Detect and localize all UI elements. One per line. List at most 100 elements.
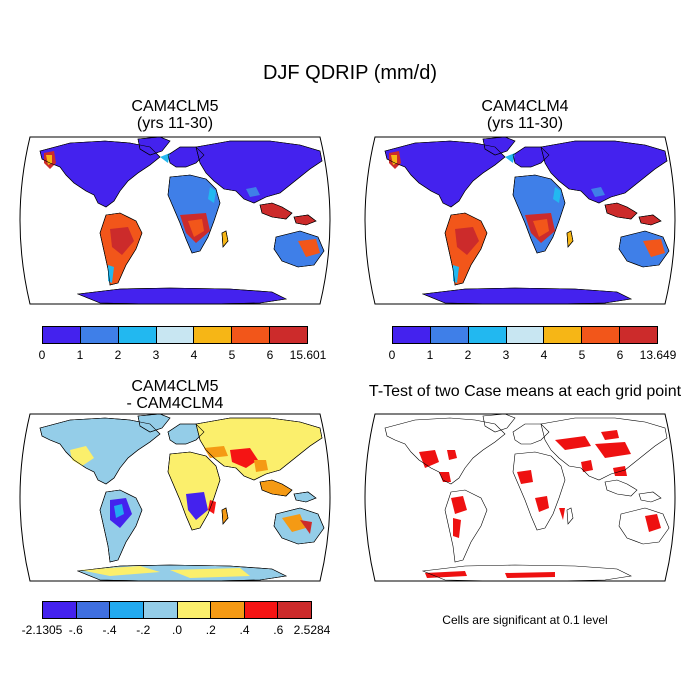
continent-africa [167, 451, 221, 531]
colorbar-swatch [468, 327, 507, 343]
colorbar-swatch [118, 327, 157, 343]
colorbar-tick-label: .6 [273, 623, 284, 637]
significant-cell [517, 470, 533, 484]
coastline-asia [540, 140, 668, 204]
colorbar-tick-label: 1 [426, 348, 434, 362]
field-region [240, 424, 280, 436]
colorbar-swatch [393, 327, 431, 343]
colorbar-swatch [143, 602, 178, 618]
field-region [208, 500, 216, 514]
field-region [453, 265, 459, 283]
colorbar-tick-label: 5 [228, 348, 236, 362]
significant-cell [447, 450, 457, 460]
coastline-madagascar [221, 507, 229, 525]
colorbar-ticks-difference: -2.1305 -.6 -.4 -.2 .0 .2 .4 .6 2.5284 [22, 623, 331, 639]
colorbar-tick-label: 1 [76, 348, 84, 362]
field-region [246, 187, 260, 197]
field-region [391, 155, 397, 165]
map-difference [19, 413, 331, 582]
coastline-newGuinea [638, 214, 662, 226]
field-region [254, 460, 268, 472]
coastline-madagascar [221, 230, 229, 248]
colorbar-tick-label: 4 [540, 348, 548, 362]
panel-title-line2: (yrs 11-30) [136, 115, 214, 132]
significant-cell [453, 518, 461, 538]
colorbar-swatch [430, 327, 469, 343]
coastline-europe [167, 423, 205, 445]
field-region [300, 520, 312, 534]
map-border [19, 413, 331, 582]
field-region [114, 504, 124, 518]
field-region [230, 448, 258, 468]
coastline-africa [512, 451, 566, 531]
coastline-madagascar [566, 230, 574, 248]
significant-cell [601, 430, 619, 440]
colorbar-swatch [76, 602, 111, 618]
field-region [188, 219, 204, 237]
coastline-newGuinea [293, 214, 317, 226]
coastline-australia [273, 230, 325, 268]
coastline-maritime [259, 479, 293, 497]
colorbar-swatch [270, 327, 308, 343]
colorbar-tick-label: 2 [464, 348, 472, 362]
colorbar-tick-label: .0 [171, 623, 183, 637]
significant-cell [419, 450, 439, 468]
panel-title-line1: CAM4CLM5 [131, 98, 219, 115]
colorbar-tick-label: -.6 [68, 623, 83, 637]
coastline-greenland [482, 137, 516, 156]
colorbar-tick-label: 0 [38, 348, 46, 362]
map-cam4clm5 [19, 136, 331, 305]
field-region [208, 187, 216, 203]
colorbar-swatch [194, 327, 233, 343]
coastline-southAmerica [444, 212, 488, 286]
panel-title-line1: T-Test of two Case means at each grid po… [368, 383, 682, 400]
colorbar-swatch [244, 602, 279, 618]
field-region [282, 514, 306, 532]
field-region [80, 566, 160, 576]
map-cam4clm4 [364, 136, 676, 305]
colorbar-tick-label: 3 [502, 348, 510, 362]
significant-cell [555, 436, 591, 450]
coastline-madagascar [566, 507, 574, 525]
significance-note: Cells are significant at 0.1 level [442, 613, 608, 627]
colorbar-tick-label: 6 [266, 348, 274, 362]
colorbar-tick-label: .2 [205, 623, 216, 637]
field-region [108, 265, 114, 283]
colorbar-ticks-cam4clm5: 0 1 2 3 4 5 6 15.601 [38, 348, 327, 364]
coastline-europe [512, 146, 550, 168]
coastline-australia [618, 230, 670, 268]
coastline-asia [195, 140, 323, 204]
colorbar-cam4clm5 [42, 326, 308, 344]
colorbar-tick-label: 15.601 [289, 348, 327, 362]
significant-cell [559, 508, 565, 520]
field-region [455, 227, 479, 255]
colorbar-tick-label: 2.5284 [293, 623, 331, 637]
coastline-africa [167, 174, 221, 254]
panel-title-line2: - CAM4CLM4 [126, 395, 224, 412]
significant-cell [535, 496, 549, 512]
significant-cell [645, 514, 661, 532]
coastline-southAmerica [99, 489, 143, 563]
field-region [591, 187, 605, 197]
coastline-newGuinea [293, 491, 317, 503]
panel-title-line2: (yrs 11-30) [486, 115, 564, 132]
coastline-greenland [137, 414, 171, 433]
panel-title-cam4clm4: CAM4CLM4 (yrs 11-30) [350, 98, 700, 132]
colorbar-swatch [211, 602, 245, 618]
coastline-northAmerica [384, 417, 506, 485]
colorbar-swatch [582, 327, 621, 343]
significant-cell [505, 572, 555, 578]
panel-title-difference: CAM4CLM5 - CAM4CLM4 [0, 378, 350, 412]
coastline-asia [195, 417, 323, 481]
colorbar-tick-label: -.2 [136, 623, 151, 637]
continent-northAmerica [384, 140, 506, 208]
significant-cell [451, 496, 467, 514]
continent-maritime [604, 202, 638, 220]
field-region [505, 153, 515, 163]
colorbar-tick-label: 4 [190, 348, 198, 362]
field-region [643, 239, 665, 257]
significant-cell [439, 472, 451, 482]
continent-northAmerica [39, 417, 161, 485]
colorbar-tick-label: 0 [388, 348, 396, 362]
colorbar-swatch [80, 327, 119, 343]
